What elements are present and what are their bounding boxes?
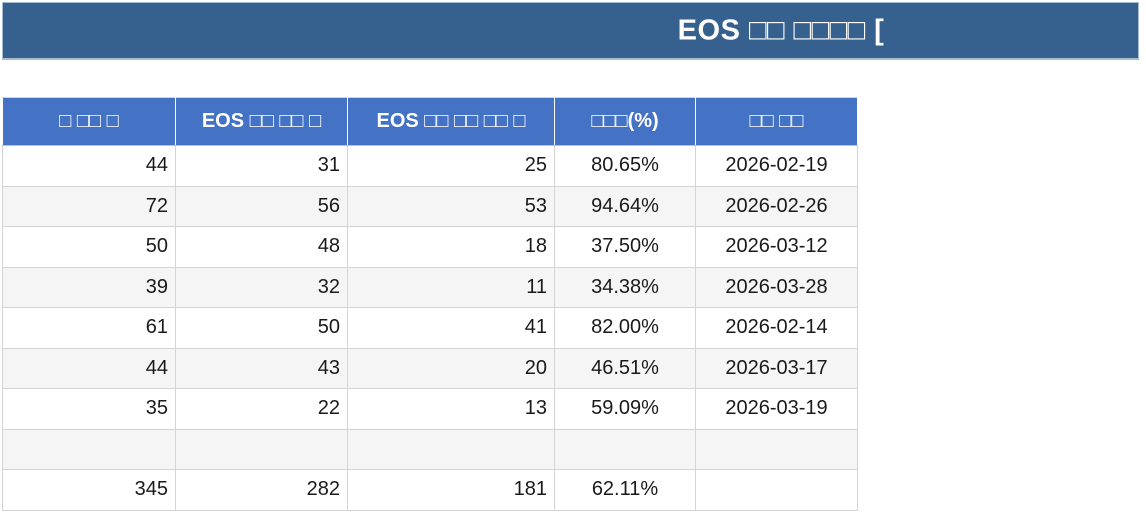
- table-cell: 53: [347, 185, 555, 227]
- table-cell: 80.65%: [554, 145, 696, 187]
- table-cell: 2026-03-17: [695, 347, 858, 389]
- table-cell: [695, 428, 858, 470]
- table-cell: 44: [2, 145, 176, 187]
- table-cell: 35: [2, 388, 176, 430]
- table-cell: 41: [347, 307, 555, 349]
- column-header: EOS □□ □□ □□ □: [347, 97, 555, 146]
- column-header: □□□(%): [554, 97, 696, 146]
- table-cell: 13: [347, 388, 555, 430]
- table-cell: 44: [2, 347, 176, 389]
- table-cell: 282: [175, 469, 348, 511]
- table-cell: 39: [2, 266, 176, 308]
- table-cell: 82.00%: [554, 307, 696, 349]
- table-cell: 37.50%: [554, 226, 696, 268]
- table-row: 50 48 18 37.50% 2026-03-12: [2, 226, 858, 268]
- table-cell: 43: [175, 347, 348, 389]
- table-cell: 32: [175, 266, 348, 308]
- table-cell: 25: [347, 145, 555, 187]
- table-cell: 2026-02-19: [695, 145, 858, 187]
- table-cell: 181: [347, 469, 555, 511]
- table-cell: 18: [347, 226, 555, 268]
- table-cell: [175, 428, 348, 470]
- table-cell: 2026-02-26: [695, 185, 858, 227]
- table-cell: 31: [175, 145, 348, 187]
- table-cell: 20: [347, 347, 555, 389]
- table-cell: [554, 428, 696, 470]
- table-cell: 72: [2, 185, 176, 227]
- table-cell: 46.51%: [554, 347, 696, 389]
- table-cell: 2026-03-28: [695, 266, 858, 308]
- table-cell: 94.64%: [554, 185, 696, 227]
- report-title: EOS □□ □□□□ [: [677, 14, 885, 46]
- table-row: 44 31 25 80.65% 2026-02-19: [2, 145, 858, 187]
- table-row: 35 22 13 59.09% 2026-03-19: [2, 388, 858, 430]
- table-cell: [695, 469, 858, 511]
- report-table: □ □□ □ EOS □□ □□ □ EOS □□ □□ □□ □ □□□(%) □□ …: [2, 97, 858, 511]
- empty-row: [2, 428, 858, 470]
- table-row: 61 50 41 82.00% 2026-02-14: [2, 307, 858, 349]
- total-row: 345 282 181 62.11%: [2, 469, 858, 511]
- table-cell: 2026-03-19: [695, 388, 858, 430]
- table-cell: 11: [347, 266, 555, 308]
- table-cell: 59.09%: [554, 388, 696, 430]
- table-cell: [347, 428, 555, 470]
- column-header: □□ □□: [695, 97, 858, 146]
- table-row: 39 32 11 34.38% 2026-03-28: [2, 266, 858, 308]
- table-cell: 2026-02-14: [695, 307, 858, 349]
- table-cell: 48: [175, 226, 348, 268]
- table-header: □ □□ □ EOS □□ □□ □ EOS □□ □□ □□ □ □□□(%) □□ …: [2, 97, 858, 146]
- table-cell: 345: [2, 469, 176, 511]
- table-cell: 61: [2, 307, 176, 349]
- table-row: 44 43 20 46.51% 2026-03-17: [2, 347, 858, 389]
- column-header: EOS □□ □□ □: [175, 97, 348, 146]
- report-title-bar: EOS □□ □□□□ [: [2, 2, 1139, 60]
- table-row: 72 56 53 94.64% 2026-02-26: [2, 185, 858, 227]
- table-cell: 50: [2, 226, 176, 268]
- table-cell: 56: [175, 185, 348, 227]
- table-cell: [2, 428, 176, 470]
- table-cell: 50: [175, 307, 348, 349]
- header-row: □ □□ □ EOS □□ □□ □ EOS □□ □□ □□ □ □□□(%) □□ …: [2, 97, 858, 146]
- table-cell: 22: [175, 388, 348, 430]
- table-body: 44 31 25 80.65% 2026-02-19 72 56 53 94.64% 2026-0…: [2, 145, 858, 511]
- table-cell: 2026-03-12: [695, 226, 858, 268]
- table-cell: 34.38%: [554, 266, 696, 308]
- column-header: □ □□ □: [2, 97, 176, 146]
- table-cell: 62.11%: [554, 469, 696, 511]
